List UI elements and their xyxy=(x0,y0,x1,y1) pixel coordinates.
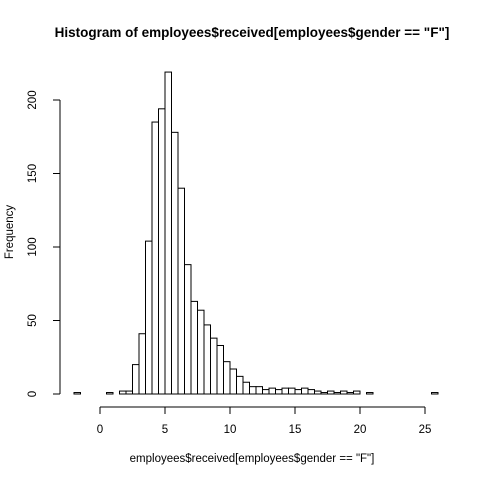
histogram-bar xyxy=(307,389,315,395)
histogram-bar xyxy=(268,387,276,395)
x-tick-label: 15 xyxy=(289,424,302,436)
histogram-bar xyxy=(236,375,244,395)
y-tick-label: 50 xyxy=(27,314,39,327)
histogram-bar xyxy=(164,71,172,395)
histogram-bar xyxy=(288,387,296,395)
chart-title: Histogram of employees$received[employee… xyxy=(55,25,450,40)
x-tick-label: 0 xyxy=(97,424,103,436)
histogram-bar xyxy=(340,390,348,395)
histogram-bar xyxy=(138,333,146,395)
histogram-bar xyxy=(106,392,114,395)
x-tick-label: 10 xyxy=(224,424,237,436)
histogram-bar xyxy=(301,387,309,395)
histogram-bar xyxy=(262,389,270,395)
histogram-bar xyxy=(125,390,133,395)
histogram-bar xyxy=(132,364,140,395)
histogram-bar xyxy=(242,381,250,395)
histogram-bar xyxy=(223,361,231,395)
y-tick-label: 100 xyxy=(27,237,39,256)
histogram-bar xyxy=(73,392,81,395)
y-tick-label: 200 xyxy=(27,90,39,109)
histogram-bar xyxy=(203,324,211,395)
histogram-bar xyxy=(190,300,198,395)
histogram-bar xyxy=(119,390,127,395)
x-tick-label: 25 xyxy=(419,424,432,436)
histogram-bar xyxy=(333,392,341,395)
histogram-bar xyxy=(145,240,153,395)
y-tick-label: 150 xyxy=(27,164,39,183)
histogram-bar xyxy=(151,121,159,395)
x-axis-label: employees$received[employees$gender == "… xyxy=(130,453,375,465)
histogram-bar xyxy=(353,390,361,395)
y-axis-ticks: 0 50 100 150 200 xyxy=(27,90,60,397)
histogram-bar xyxy=(255,386,263,395)
y-axis-label: Frequency xyxy=(4,205,16,260)
histogram-bar xyxy=(320,392,328,395)
histogram-bar xyxy=(346,392,354,395)
y-tick-label: 0 xyxy=(27,391,39,397)
histogram-bar xyxy=(177,187,185,395)
x-tick-label: 20 xyxy=(354,424,367,436)
histogram-bar xyxy=(229,368,237,395)
histogram-bar xyxy=(275,389,283,395)
histogram-bar xyxy=(171,131,179,395)
histogram-bar xyxy=(366,392,374,395)
histogram-bar xyxy=(327,390,335,395)
histogram-bar xyxy=(184,264,192,395)
histogram-bar xyxy=(210,337,218,395)
histogram-bar xyxy=(216,344,224,395)
histogram-bar xyxy=(249,386,257,395)
histogram-bar xyxy=(281,387,289,395)
x-tick-label: 5 xyxy=(162,424,168,436)
histogram-bar xyxy=(294,389,302,395)
x-axis-ticks: 0 5 10 15 20 25 xyxy=(97,407,432,436)
histogram-bar xyxy=(431,392,439,395)
histogram-bar xyxy=(197,309,205,395)
histogram-bar xyxy=(158,108,166,395)
histogram-bars xyxy=(73,71,439,395)
histogram-bar xyxy=(314,390,322,395)
